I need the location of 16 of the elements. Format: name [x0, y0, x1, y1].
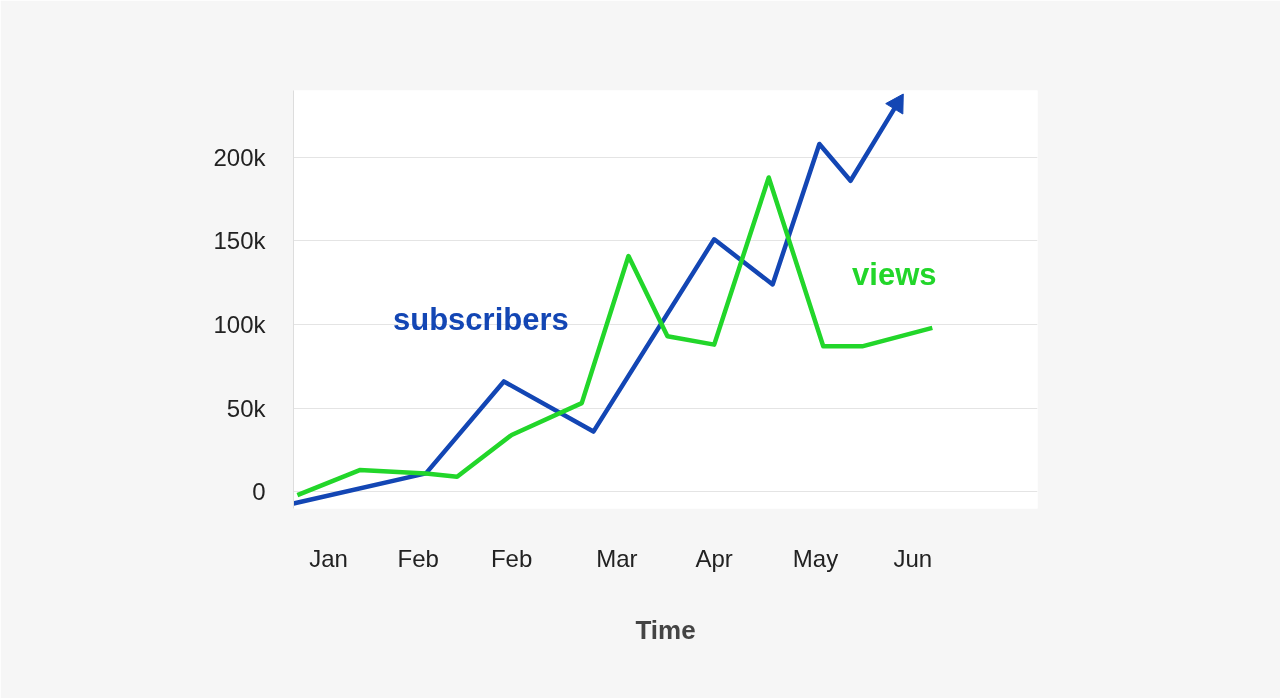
- y-tick-label: 100k: [213, 311, 267, 339]
- series-label: views: [852, 257, 937, 293]
- text: subscribers: [392, 301, 569, 337]
- x-tick-label: Jan: [309, 544, 348, 572]
- x-axis-title: Time: [635, 614, 696, 645]
- x-tick-label: Jun: [893, 544, 933, 572]
- line-series: [295, 175, 935, 498]
- y-tick-label: 150k: [213, 227, 267, 255]
- x-tick-label: Mar: [596, 544, 638, 572]
- y-tick-label: 50k: [226, 394, 267, 422]
- x-tick-label: Apr: [695, 544, 733, 572]
- y-tick-label: 0: [252, 478, 266, 506]
- y-tick-label: 200k: [213, 143, 267, 171]
- x-tick-label: Feb: [490, 544, 533, 572]
- x-tick-label: May: [792, 544, 839, 572]
- x-tick-label: Feb: [397, 544, 439, 572]
